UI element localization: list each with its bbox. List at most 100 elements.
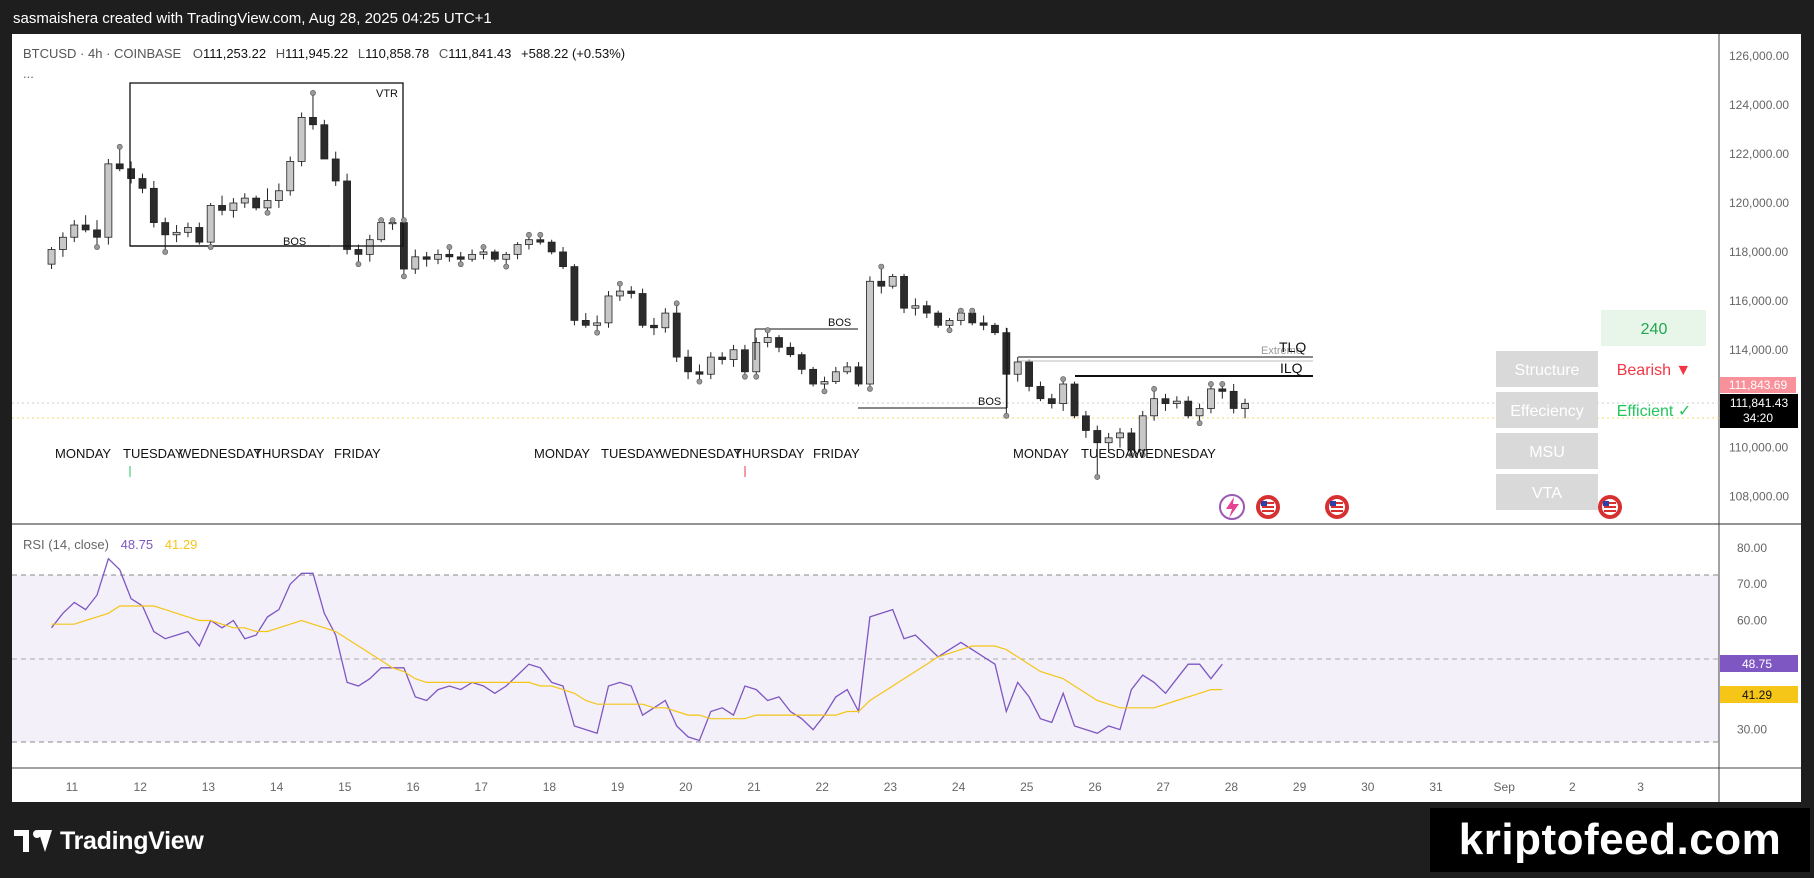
rsi-legend: RSI (14, close) 48.75 41.29 — [23, 537, 197, 552]
vta-cell — [1496, 474, 1598, 510]
structure-cell — [1496, 351, 1598, 387]
candle-body — [502, 253, 511, 260]
candles-layer — [47, 92, 1249, 477]
time-tick-label: 19 — [611, 780, 625, 794]
candle-body — [672, 312, 681, 358]
pivot-high — [1060, 376, 1067, 383]
pivot-low — [162, 249, 169, 255]
more-indicator[interactable]: ... — [23, 66, 34, 81]
candle-body — [536, 239, 545, 243]
candle-body — [434, 253, 442, 260]
low-value: 110,858.78 — [365, 46, 429, 61]
candle-body — [1161, 398, 1170, 404]
pivot-high — [378, 217, 385, 224]
price-tick-label: 124,000.00 — [1729, 98, 1789, 112]
candle-body — [843, 366, 852, 373]
candle-body — [252, 197, 261, 209]
bos-label-3: BOS — [978, 396, 1001, 408]
us-flag-icon[interactable] — [1325, 495, 1349, 519]
time-tick-label: 3 — [1637, 780, 1644, 794]
candle-body — [627, 290, 636, 294]
time-tick-label: 31 — [1429, 780, 1443, 794]
candle-body — [729, 349, 738, 360]
pivot-high — [969, 307, 976, 314]
candle-body — [1195, 408, 1204, 417]
candle-body — [1172, 400, 1181, 404]
candle-body — [1150, 398, 1159, 417]
time-tick-label: 21 — [747, 780, 761, 794]
current-price-text: 111,841.43 — [1730, 396, 1789, 410]
time-tick-label: 12 — [134, 780, 148, 794]
time-tick-label: 13 — [202, 780, 216, 794]
candle-body — [184, 227, 192, 233]
rsi-ma-legend-value: 41.29 — [165, 537, 198, 552]
candle-body — [615, 290, 624, 297]
candle-body — [309, 116, 317, 126]
rsi-title[interactable]: RSI (14, close) — [23, 537, 109, 552]
pivot-high — [310, 90, 316, 96]
candle-body — [979, 322, 988, 326]
price-tick-label: 120,000.00 — [1729, 196, 1789, 210]
pivot-high — [401, 217, 407, 224]
candle-body — [1036, 386, 1045, 400]
event-icon-flash[interactable] — [1219, 494, 1245, 520]
candle-body — [695, 371, 704, 375]
time-tick-label: 17 — [475, 780, 489, 794]
pivot-low — [1196, 420, 1203, 427]
day-label: WEDNESDAY — [179, 446, 262, 461]
candle-body — [70, 224, 79, 238]
candle-body — [172, 231, 181, 236]
pivot-low — [355, 261, 362, 268]
day-label: MONDAY — [55, 446, 111, 461]
price-tick-label: 126,000.00 — [1729, 49, 1789, 63]
pivot-high — [389, 217, 396, 224]
candle-body — [127, 168, 136, 179]
msu-label: MSU — [1529, 444, 1565, 461]
ohlc-legend: BTCUSD · 4h · COINBASE O111,253.22 H111,… — [23, 46, 625, 61]
bos-label-2: BOS — [828, 317, 851, 329]
candle-body — [1013, 361, 1022, 375]
price-tick-label: 116,000.00 — [1729, 294, 1788, 308]
attribution-text: sasmaishera created with TradingView.com… — [13, 10, 492, 27]
time-tick-label: 28 — [1225, 780, 1239, 794]
pivot-high — [673, 300, 680, 307]
candle-body — [297, 116, 306, 162]
candle-body — [161, 222, 170, 236]
candle-body — [513, 244, 522, 255]
time-tick-label: 11 — [66, 780, 79, 794]
candle-body — [343, 180, 351, 250]
candle-body — [581, 320, 590, 326]
symbol-label[interactable]: BTCUSD · 4h · COINBASE — [23, 46, 182, 61]
vtr-label: VTR — [376, 88, 398, 100]
efficiency-cell — [1496, 392, 1598, 428]
pivot-high — [764, 327, 771, 334]
candle-body — [570, 266, 579, 321]
candle-body — [820, 381, 829, 385]
open-label: O — [193, 46, 203, 61]
pivot-low — [503, 263, 510, 270]
pivot-high — [878, 263, 885, 270]
kriptofeed-watermark: kriptofeed.com — [1430, 808, 1810, 872]
pivot-low — [457, 261, 464, 268]
pivot-low — [1139, 452, 1146, 458]
candle-body — [229, 202, 238, 211]
us-flag-icon[interactable] — [1598, 495, 1622, 519]
time-tick-label: 22 — [816, 780, 830, 794]
change-value: +588.22 (+0.53%) — [521, 46, 625, 61]
high-value: 111,945.22 — [285, 46, 348, 61]
countdown-text: 34:20 — [1743, 411, 1773, 425]
candle-body — [93, 229, 101, 238]
close-value: 111,841.43 — [448, 46, 511, 61]
bos-label-1: BOS — [283, 236, 306, 248]
tradingview-wordmark: TradingView — [60, 826, 204, 855]
tradingview-logo[interactable]: TradingView — [14, 826, 204, 856]
candle-body — [1138, 415, 1147, 451]
tlq-label: TLQ — [1279, 339, 1306, 355]
candle-body — [456, 256, 465, 260]
us-flag-icon[interactable] — [1256, 495, 1280, 519]
candle-body — [354, 249, 363, 255]
msu-cell — [1496, 433, 1598, 469]
candle-body — [786, 346, 795, 356]
rsi-axis: 30.00 60.00 70.00 80.00 — [1737, 541, 1767, 737]
